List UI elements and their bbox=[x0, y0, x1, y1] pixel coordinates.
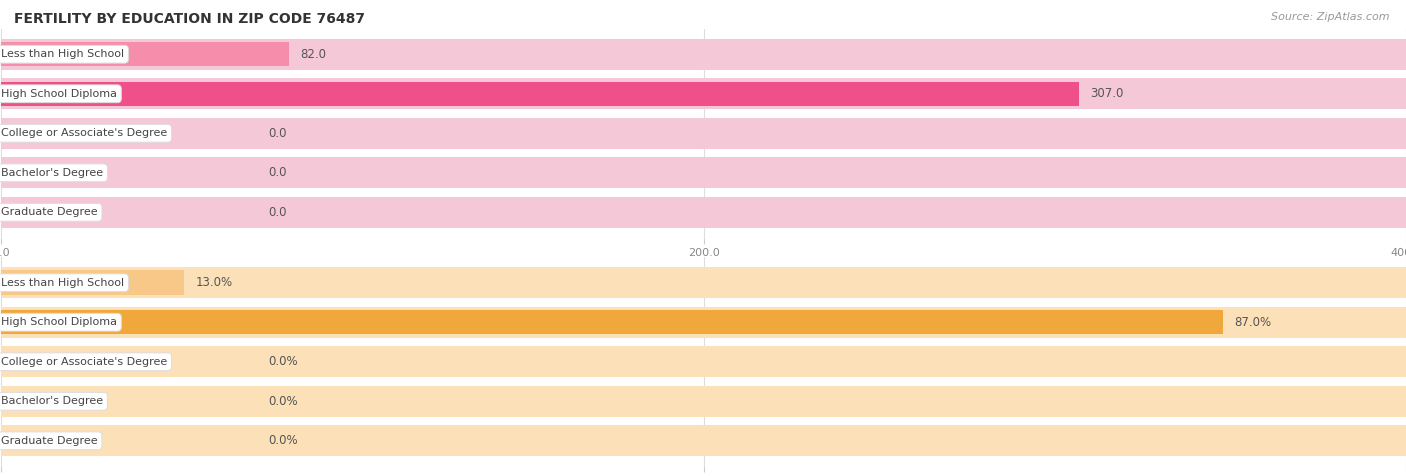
Text: Graduate Degree: Graduate Degree bbox=[1, 208, 98, 218]
Text: 0.0: 0.0 bbox=[269, 166, 287, 179]
Bar bbox=[1, 386, 1406, 416]
Bar bbox=[1, 42, 290, 67]
Text: 82.0: 82.0 bbox=[301, 48, 326, 61]
Bar bbox=[1, 268, 1406, 298]
Bar bbox=[1, 158, 1406, 188]
Text: Bachelor's Degree: Bachelor's Degree bbox=[1, 397, 104, 407]
Text: 0.0: 0.0 bbox=[269, 127, 287, 140]
Bar bbox=[1, 197, 1406, 228]
Bar bbox=[1, 426, 1406, 456]
Text: Less than High School: Less than High School bbox=[1, 49, 125, 59]
Bar bbox=[1, 118, 1406, 149]
Bar bbox=[1, 310, 1223, 335]
Text: 13.0%: 13.0% bbox=[195, 276, 232, 289]
Text: 0.0%: 0.0% bbox=[269, 355, 298, 368]
Text: Source: ZipAtlas.com: Source: ZipAtlas.com bbox=[1271, 12, 1389, 22]
Text: 0.0: 0.0 bbox=[269, 206, 287, 219]
Bar bbox=[1, 307, 1406, 337]
Text: College or Associate's Degree: College or Associate's Degree bbox=[1, 357, 167, 367]
Text: College or Associate's Degree: College or Associate's Degree bbox=[1, 128, 167, 139]
Text: 87.0%: 87.0% bbox=[1234, 316, 1272, 329]
Text: High School Diploma: High School Diploma bbox=[1, 317, 118, 327]
Text: 0.0%: 0.0% bbox=[269, 395, 298, 408]
Bar bbox=[1, 79, 1406, 109]
Text: Bachelor's Degree: Bachelor's Degree bbox=[1, 168, 104, 178]
Text: FERTILITY BY EDUCATION IN ZIP CODE 76487: FERTILITY BY EDUCATION IN ZIP CODE 76487 bbox=[14, 12, 366, 26]
Text: High School Diploma: High School Diploma bbox=[1, 89, 118, 99]
Bar bbox=[1, 81, 1080, 106]
Text: Graduate Degree: Graduate Degree bbox=[1, 436, 98, 446]
Text: 0.0%: 0.0% bbox=[269, 434, 298, 447]
Bar bbox=[1, 39, 1406, 69]
Text: 307.0: 307.0 bbox=[1091, 87, 1123, 100]
Text: Less than High School: Less than High School bbox=[1, 278, 125, 288]
Bar bbox=[1, 347, 1406, 377]
Bar bbox=[1, 270, 184, 295]
